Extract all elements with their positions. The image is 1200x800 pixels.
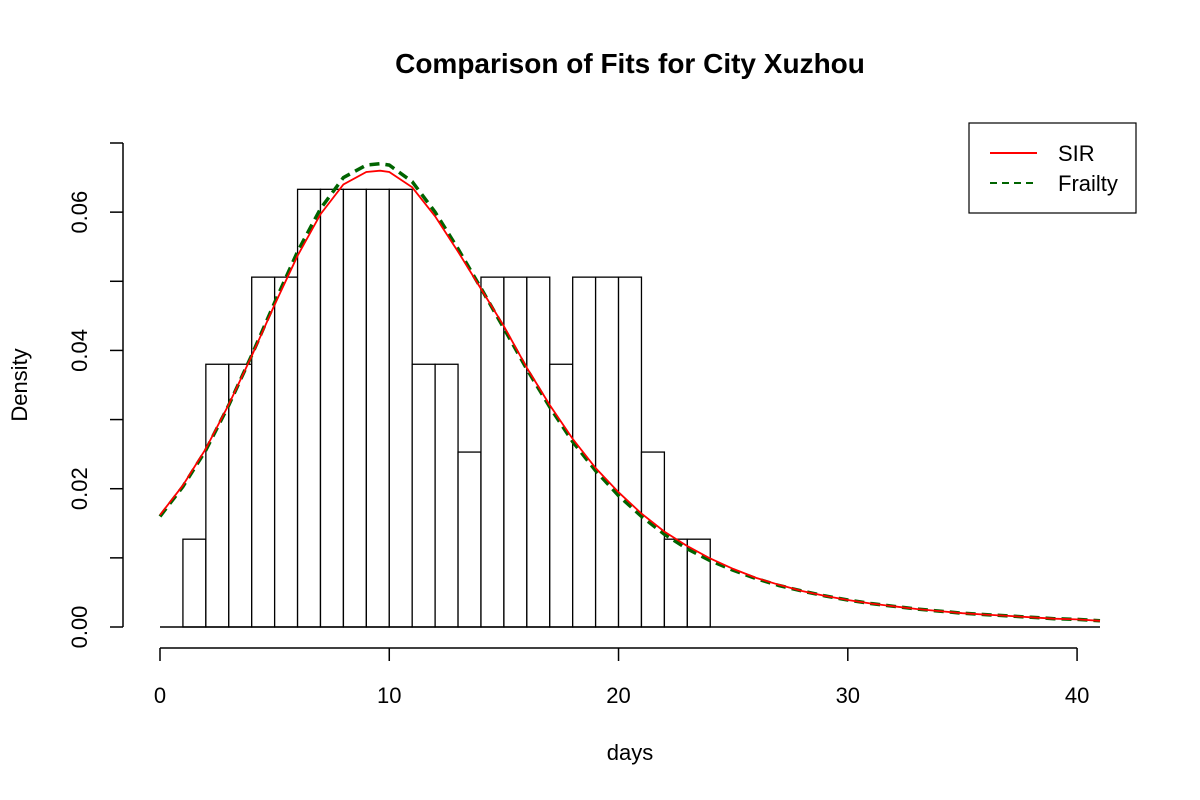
histogram-bar	[205, 363, 230, 628]
histogram-bar	[549, 363, 574, 628]
histogram-bars	[182, 188, 711, 628]
x-axis: 0 10 20 30 40	[154, 647, 1089, 708]
histogram-bar	[663, 538, 688, 628]
legend-label-frailty: Frailty	[1058, 171, 1118, 196]
fit-curves	[158, 161, 1101, 623]
histogram-bar	[273, 276, 299, 628]
histogram-bar	[594, 276, 620, 628]
series-line-sir	[159, 169, 1101, 622]
histogram-bar	[319, 188, 345, 628]
x-tick-label: 10	[377, 683, 401, 708]
chart-title: Comparison of Fits for City Xuzhou	[395, 48, 865, 79]
legend: SIR Frailty	[968, 122, 1137, 214]
x-tick-label: 30	[836, 683, 860, 708]
histogram-bar	[296, 188, 322, 628]
x-tick-label: 40	[1065, 683, 1089, 708]
histogram-bar	[342, 188, 367, 628]
x-axis-label: days	[607, 740, 653, 765]
y-tick-label: 0.00	[67, 606, 92, 649]
y-axis: 0.00 0.02 0.04 0.06	[67, 142, 124, 649]
histogram-bar	[388, 188, 413, 628]
histogram-bar	[526, 276, 551, 628]
legend-box	[968, 122, 1137, 214]
x-tick-label: 20	[606, 683, 630, 708]
histogram-bar	[365, 188, 390, 628]
histogram-bar	[411, 363, 436, 628]
histogram-bar	[434, 363, 459, 628]
histogram-bar	[640, 451, 666, 628]
histogram-bar	[503, 276, 528, 628]
y-tick-label: 0.06	[67, 191, 92, 234]
y-axis-label: Density	[7, 348, 32, 421]
y-tick-label: 0.04	[67, 329, 92, 372]
histogram-bar	[228, 363, 253, 628]
x-tick-label: 0	[154, 683, 166, 708]
legend-label-sir: SIR	[1058, 141, 1095, 166]
y-tick-label: 0.02	[67, 467, 92, 510]
histogram-bar	[457, 451, 482, 628]
histogram-bar	[617, 276, 643, 628]
histogram-bar	[480, 276, 505, 628]
histogram-bar	[182, 538, 207, 628]
